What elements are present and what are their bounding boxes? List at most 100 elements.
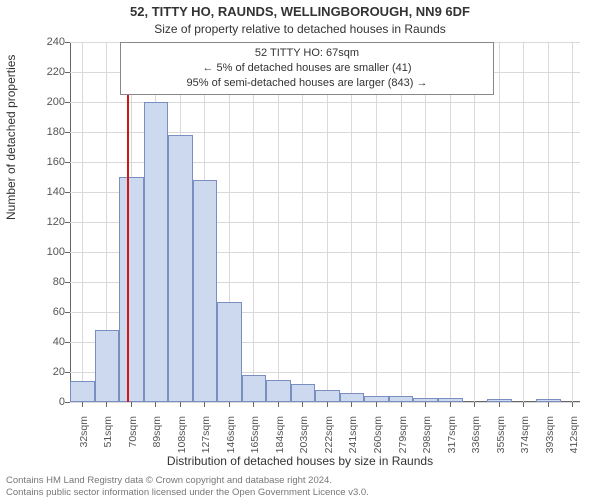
- histogram-bar: [291, 384, 316, 402]
- info-box: 52 TITTY HO: 67sqm ← 5% of detached hous…: [120, 42, 494, 95]
- x-tick-mark: [376, 402, 377, 407]
- info-line-smaller: ← 5% of detached houses are smaller (41): [127, 61, 487, 76]
- x-tick-mark: [425, 402, 426, 407]
- x-tick-label: 89sqm: [151, 416, 163, 466]
- y-tick-mark: [65, 312, 70, 313]
- x-tick-mark: [401, 402, 402, 407]
- histogram-bar: [438, 398, 463, 403]
- gridline-v: [450, 42, 451, 402]
- footer-line-1: Contains HM Land Registry data © Crown c…: [6, 475, 594, 486]
- gridline-v: [425, 42, 426, 402]
- y-axis-title: Number of detached properties: [4, 55, 18, 220]
- y-tick-mark: [65, 342, 70, 343]
- y-tick-mark: [65, 372, 70, 373]
- x-tick-label: 241sqm: [347, 416, 359, 466]
- y-tick-mark: [65, 282, 70, 283]
- gridline-v: [499, 42, 500, 402]
- histogram-bar: [315, 390, 340, 402]
- x-tick-mark: [82, 402, 83, 407]
- histogram-bar: [487, 399, 512, 402]
- x-tick-mark: [302, 402, 303, 407]
- y-tick-mark: [65, 222, 70, 223]
- gridline-v: [82, 42, 83, 402]
- x-tick-label: 279sqm: [397, 416, 409, 466]
- x-tick-mark: [499, 402, 500, 407]
- x-tick-label: 32sqm: [78, 416, 90, 466]
- chart-container: 52, TITTY HO, RAUNDS, WELLINGBOROUGH, NN…: [0, 0, 600, 500]
- gridline-v: [278, 42, 279, 402]
- y-tick-mark: [65, 402, 70, 403]
- x-tick-label: 203sqm: [298, 416, 310, 466]
- y-tick-mark: [65, 42, 70, 43]
- gridline-v: [351, 42, 352, 402]
- gridline-v: [302, 42, 303, 402]
- info-line-title: 52 TITTY HO: 67sqm: [127, 46, 487, 61]
- histogram-bar: [364, 396, 389, 402]
- y-tick-label: 140: [35, 186, 65, 198]
- histogram-bar: [340, 393, 365, 402]
- histogram-bar: [193, 180, 218, 402]
- y-tick-label: 120: [35, 216, 65, 228]
- x-tick-mark: [155, 402, 156, 407]
- x-tick-label: 165sqm: [249, 416, 261, 466]
- y-tick-label: 180: [35, 126, 65, 138]
- y-tick-label: 60: [35, 306, 65, 318]
- gridline-v: [401, 42, 402, 402]
- gridline-v: [474, 42, 475, 402]
- y-tick-label: 40: [35, 336, 65, 348]
- x-tick-mark: [131, 402, 132, 407]
- x-tick-label: 260sqm: [372, 416, 384, 466]
- info-line-larger: 95% of semi-detached houses are larger (…: [127, 76, 487, 91]
- gridline-v: [376, 42, 377, 402]
- x-tick-label: 374sqm: [519, 416, 531, 466]
- y-tick-label: 160: [35, 156, 65, 168]
- histogram-bar: [413, 398, 438, 403]
- plot-area: [70, 42, 580, 402]
- y-tick-mark: [65, 162, 70, 163]
- footer-attribution: Contains HM Land Registry data © Crown c…: [6, 475, 594, 498]
- x-tick-mark: [180, 402, 181, 407]
- gridline-h: [70, 402, 580, 403]
- histogram-bar: [266, 380, 291, 403]
- histogram-bar: [168, 135, 193, 402]
- x-tick-label: 355sqm: [495, 416, 507, 466]
- gridline-v: [253, 42, 254, 402]
- x-tick-mark: [450, 402, 451, 407]
- x-tick-label: 317sqm: [446, 416, 458, 466]
- y-tick-mark: [65, 252, 70, 253]
- gridline-v: [523, 42, 524, 402]
- y-tick-mark: [65, 132, 70, 133]
- marker-line: [127, 42, 129, 402]
- x-tick-mark: [106, 402, 107, 407]
- gridline-v: [327, 42, 328, 402]
- y-tick-mark: [65, 102, 70, 103]
- histogram-bar: [119, 177, 144, 402]
- histogram-bar: [70, 381, 95, 402]
- x-tick-mark: [327, 402, 328, 407]
- x-tick-label: 298sqm: [421, 416, 433, 466]
- y-tick-label: 20: [35, 366, 65, 378]
- chart-title-main: 52, TITTY HO, RAUNDS, WELLINGBOROUGH, NN…: [0, 4, 600, 19]
- x-tick-mark: [474, 402, 475, 407]
- y-tick-label: 240: [35, 36, 65, 48]
- y-tick-label: 80: [35, 276, 65, 288]
- y-tick-mark: [65, 72, 70, 73]
- x-tick-label: 222sqm: [323, 416, 335, 466]
- x-tick-label: 336sqm: [470, 416, 482, 466]
- x-tick-label: 393sqm: [544, 416, 556, 466]
- x-tick-mark: [204, 402, 205, 407]
- x-tick-label: 70sqm: [127, 416, 139, 466]
- histogram-bar: [242, 375, 267, 402]
- x-tick-mark: [229, 402, 230, 407]
- x-tick-mark: [351, 402, 352, 407]
- histogram-bar: [536, 399, 561, 402]
- histogram-bar: [217, 302, 242, 403]
- x-tick-label: 412sqm: [568, 416, 580, 466]
- x-tick-mark: [253, 402, 254, 407]
- x-tick-label: 184sqm: [274, 416, 286, 466]
- x-tick-mark: [278, 402, 279, 407]
- x-tick-label: 127sqm: [200, 416, 212, 466]
- histogram-bar: [144, 102, 169, 402]
- y-tick-label: 200: [35, 96, 65, 108]
- x-tick-mark: [523, 402, 524, 407]
